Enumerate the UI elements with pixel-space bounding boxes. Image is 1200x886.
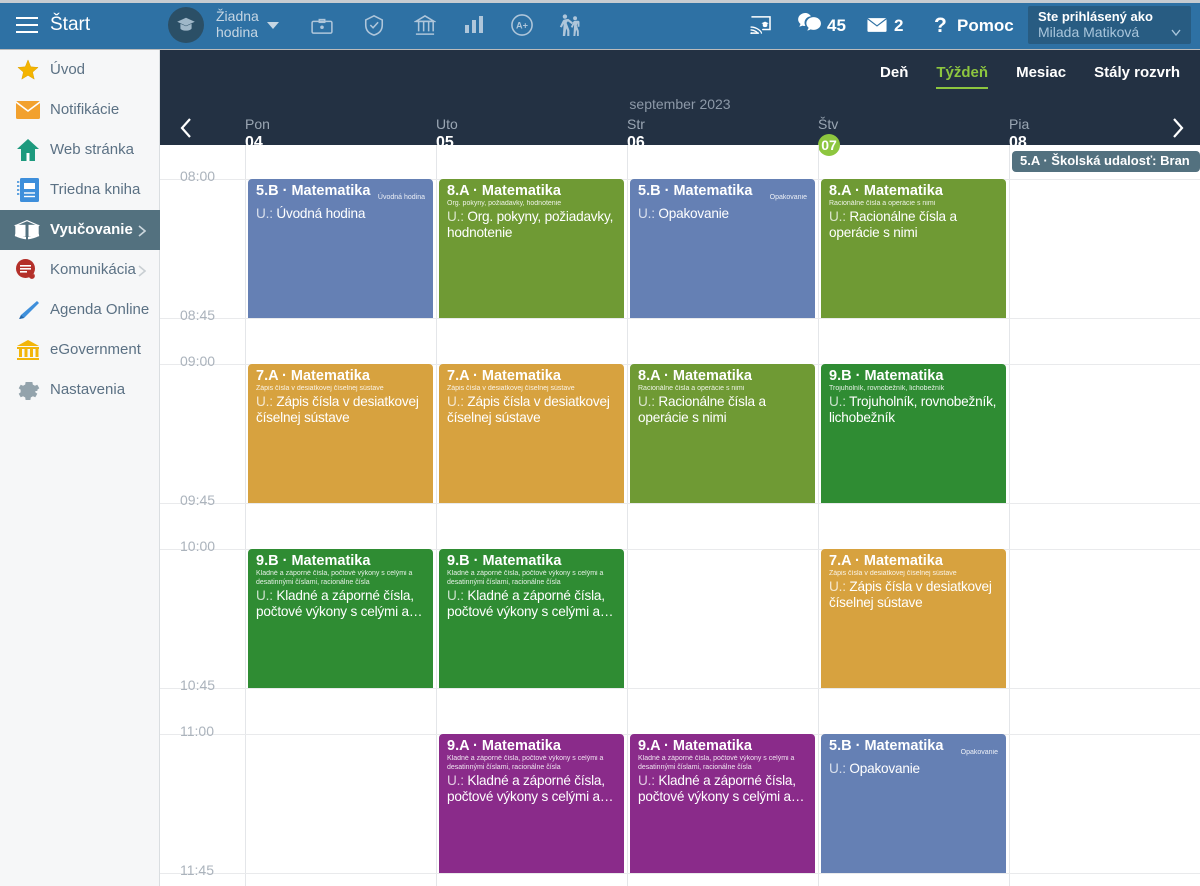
- svg-text:A+: A+: [516, 21, 528, 31]
